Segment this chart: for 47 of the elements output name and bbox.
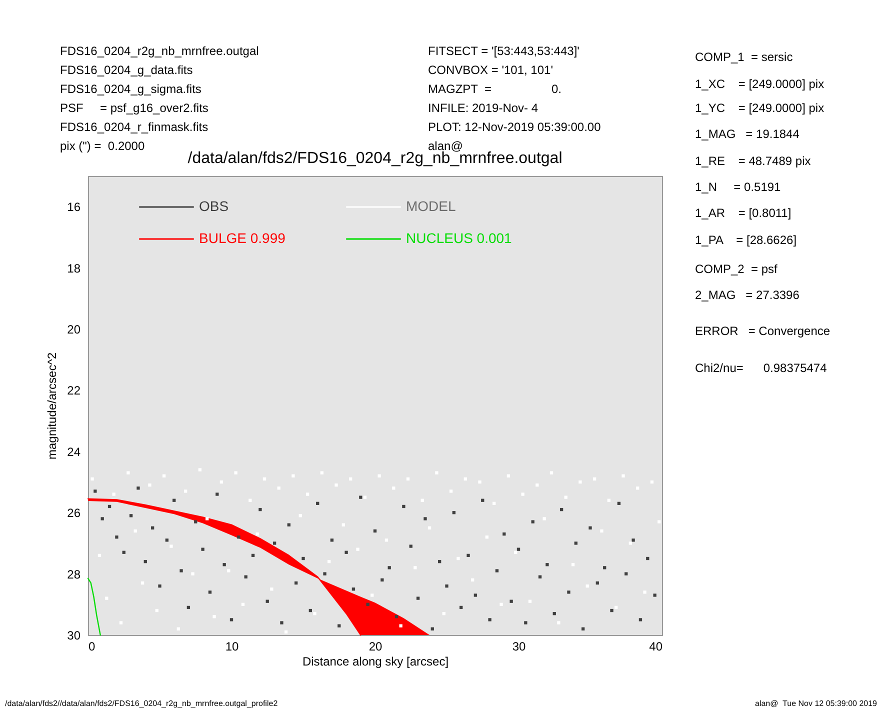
x-axis-title: Distance along sky [arcsec]	[302, 654, 449, 668]
text: MAGZPT = 0.	[428, 82, 562, 96]
text: 1_XC = [249.0000] pix	[695, 77, 824, 91]
text: Chi2/nu= 0.98375474	[695, 361, 827, 375]
y-tick-label: 28	[67, 567, 81, 582]
x-tick-label: 20	[368, 640, 382, 654]
x-tick-label: 30	[512, 640, 526, 654]
y-tick-label: 18	[67, 261, 81, 276]
text: COMP_2 = psf	[695, 262, 778, 276]
legend-label: MODEL	[406, 198, 456, 214]
text: 2_MAG = 27.3396	[695, 288, 800, 302]
line-series	[87, 578, 101, 636]
text: COMP_1 = sersic	[695, 50, 793, 64]
text: FITSECT = '[53:443,53:443]'	[428, 44, 580, 58]
legend-label: BULGE 0.999	[199, 230, 286, 246]
text: CONVBOX = '101, 101'	[428, 63, 553, 77]
y-tick-label: 20	[67, 322, 81, 336]
text: FDS16_0204_g_sigma.fits	[60, 82, 202, 96]
text: FDS16_0204_g_data.fits	[60, 63, 193, 77]
y-tick-label: 26	[67, 506, 81, 520]
y-tick-label: 24	[67, 444, 81, 459]
text: pix (") = 0.2000	[60, 139, 145, 153]
text: 1_AR = [0.8011]	[695, 206, 792, 220]
legend-label: OBS	[199, 198, 229, 214]
y-axis-title: magnitude/arcsec^2	[45, 352, 60, 460]
text: 1_YC = [249.0000] pix	[695, 101, 824, 115]
x-tick-label: 10	[225, 640, 239, 654]
x-tick-label: 0	[88, 640, 96, 654]
text: ERROR = Convergence	[695, 324, 830, 338]
text: alan@ Tue Nov 12 05:39:00 2019	[755, 698, 877, 708]
y-tick-label: 22	[67, 384, 81, 398]
text: INFILE: 2019-Nov- 4	[428, 101, 538, 115]
y-tick-label: 16	[67, 200, 81, 214]
chart-title: /data/alan/fds2/FDS16_0204_r2g_nb_mrnfree.outgal	[188, 150, 562, 167]
text: 1_MAG = 19.1844	[695, 127, 800, 141]
text: FDS16_0204_r2g_nb_mrnfree.outgal	[60, 44, 259, 58]
text: PLOT: 12-Nov-2019 05:39:00.00	[428, 120, 601, 134]
text: 1_N = 0.5191	[695, 180, 781, 194]
text: /data/alan/fds2//data/alan/fds2/FDS16_0204_r2g_nb_mrnfree.outgal_profile2	[5, 698, 278, 708]
y-tick-label: 30	[67, 628, 81, 642]
legend-label: NUCLEUS 0.001	[406, 230, 512, 246]
text: 1_RE = 48.7489 pix	[695, 154, 811, 168]
text: 1_PA = [28.6626]	[695, 233, 797, 247]
text: PSF = psf_g16_over2.fits	[60, 101, 208, 115]
text: alan@	[428, 139, 463, 153]
text: FDS16_0204_r_finmask.fits	[60, 120, 208, 134]
x-tick-label: 40	[649, 640, 663, 654]
